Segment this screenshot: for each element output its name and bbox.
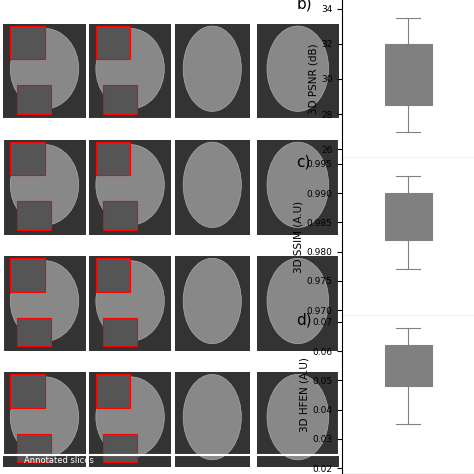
FancyBboxPatch shape: [257, 256, 339, 351]
FancyBboxPatch shape: [174, 24, 250, 119]
Text: Coronal: Coronal: [204, 12, 241, 22]
FancyBboxPatch shape: [10, 142, 45, 175]
Ellipse shape: [96, 145, 164, 225]
FancyBboxPatch shape: [96, 26, 130, 59]
FancyBboxPatch shape: [96, 142, 130, 175]
Text: Sagittal: Sagittal: [283, 12, 320, 22]
FancyBboxPatch shape: [3, 24, 86, 119]
Ellipse shape: [10, 145, 79, 225]
PathPatch shape: [385, 44, 432, 105]
FancyBboxPatch shape: [10, 258, 45, 292]
FancyBboxPatch shape: [17, 434, 51, 462]
Ellipse shape: [267, 374, 328, 460]
Ellipse shape: [96, 261, 164, 341]
Ellipse shape: [10, 377, 79, 457]
FancyBboxPatch shape: [89, 24, 171, 119]
FancyBboxPatch shape: [89, 140, 171, 235]
Text: c): c): [296, 155, 310, 170]
Ellipse shape: [183, 258, 241, 344]
PathPatch shape: [385, 193, 432, 240]
FancyBboxPatch shape: [10, 26, 45, 59]
FancyBboxPatch shape: [96, 258, 130, 292]
Text: d): d): [296, 313, 312, 328]
Ellipse shape: [183, 26, 241, 111]
FancyBboxPatch shape: [174, 140, 250, 235]
FancyBboxPatch shape: [89, 256, 171, 351]
FancyBboxPatch shape: [103, 201, 137, 230]
Text: Annotated slices: Annotated slices: [24, 456, 94, 465]
Ellipse shape: [96, 28, 164, 109]
FancyBboxPatch shape: [103, 318, 137, 346]
FancyBboxPatch shape: [257, 372, 339, 467]
Ellipse shape: [96, 377, 164, 457]
FancyBboxPatch shape: [10, 374, 45, 408]
Y-axis label: 3D SSIM (A.U): 3D SSIM (A.U): [294, 201, 304, 273]
FancyBboxPatch shape: [89, 372, 171, 467]
FancyBboxPatch shape: [17, 201, 51, 230]
FancyBboxPatch shape: [257, 24, 339, 119]
Ellipse shape: [10, 28, 79, 109]
FancyBboxPatch shape: [96, 374, 130, 408]
Ellipse shape: [183, 374, 241, 460]
Text: b): b): [296, 0, 312, 12]
FancyBboxPatch shape: [17, 318, 51, 346]
Ellipse shape: [267, 258, 328, 344]
FancyBboxPatch shape: [17, 85, 51, 114]
Ellipse shape: [267, 142, 328, 228]
FancyBboxPatch shape: [174, 256, 250, 351]
Text: Axial: Axial: [50, 12, 73, 22]
FancyBboxPatch shape: [174, 372, 250, 467]
Ellipse shape: [267, 26, 328, 111]
Y-axis label: 3D PSNR (dB): 3D PSNR (dB): [308, 44, 319, 114]
FancyBboxPatch shape: [3, 372, 86, 467]
FancyBboxPatch shape: [3, 256, 86, 351]
FancyBboxPatch shape: [257, 140, 339, 235]
FancyBboxPatch shape: [3, 140, 86, 235]
FancyBboxPatch shape: [103, 85, 137, 114]
FancyBboxPatch shape: [103, 434, 137, 462]
Ellipse shape: [10, 261, 79, 341]
Ellipse shape: [183, 142, 241, 228]
PathPatch shape: [385, 345, 432, 386]
Y-axis label: 3D HFEN (A.U): 3D HFEN (A.U): [300, 357, 310, 432]
